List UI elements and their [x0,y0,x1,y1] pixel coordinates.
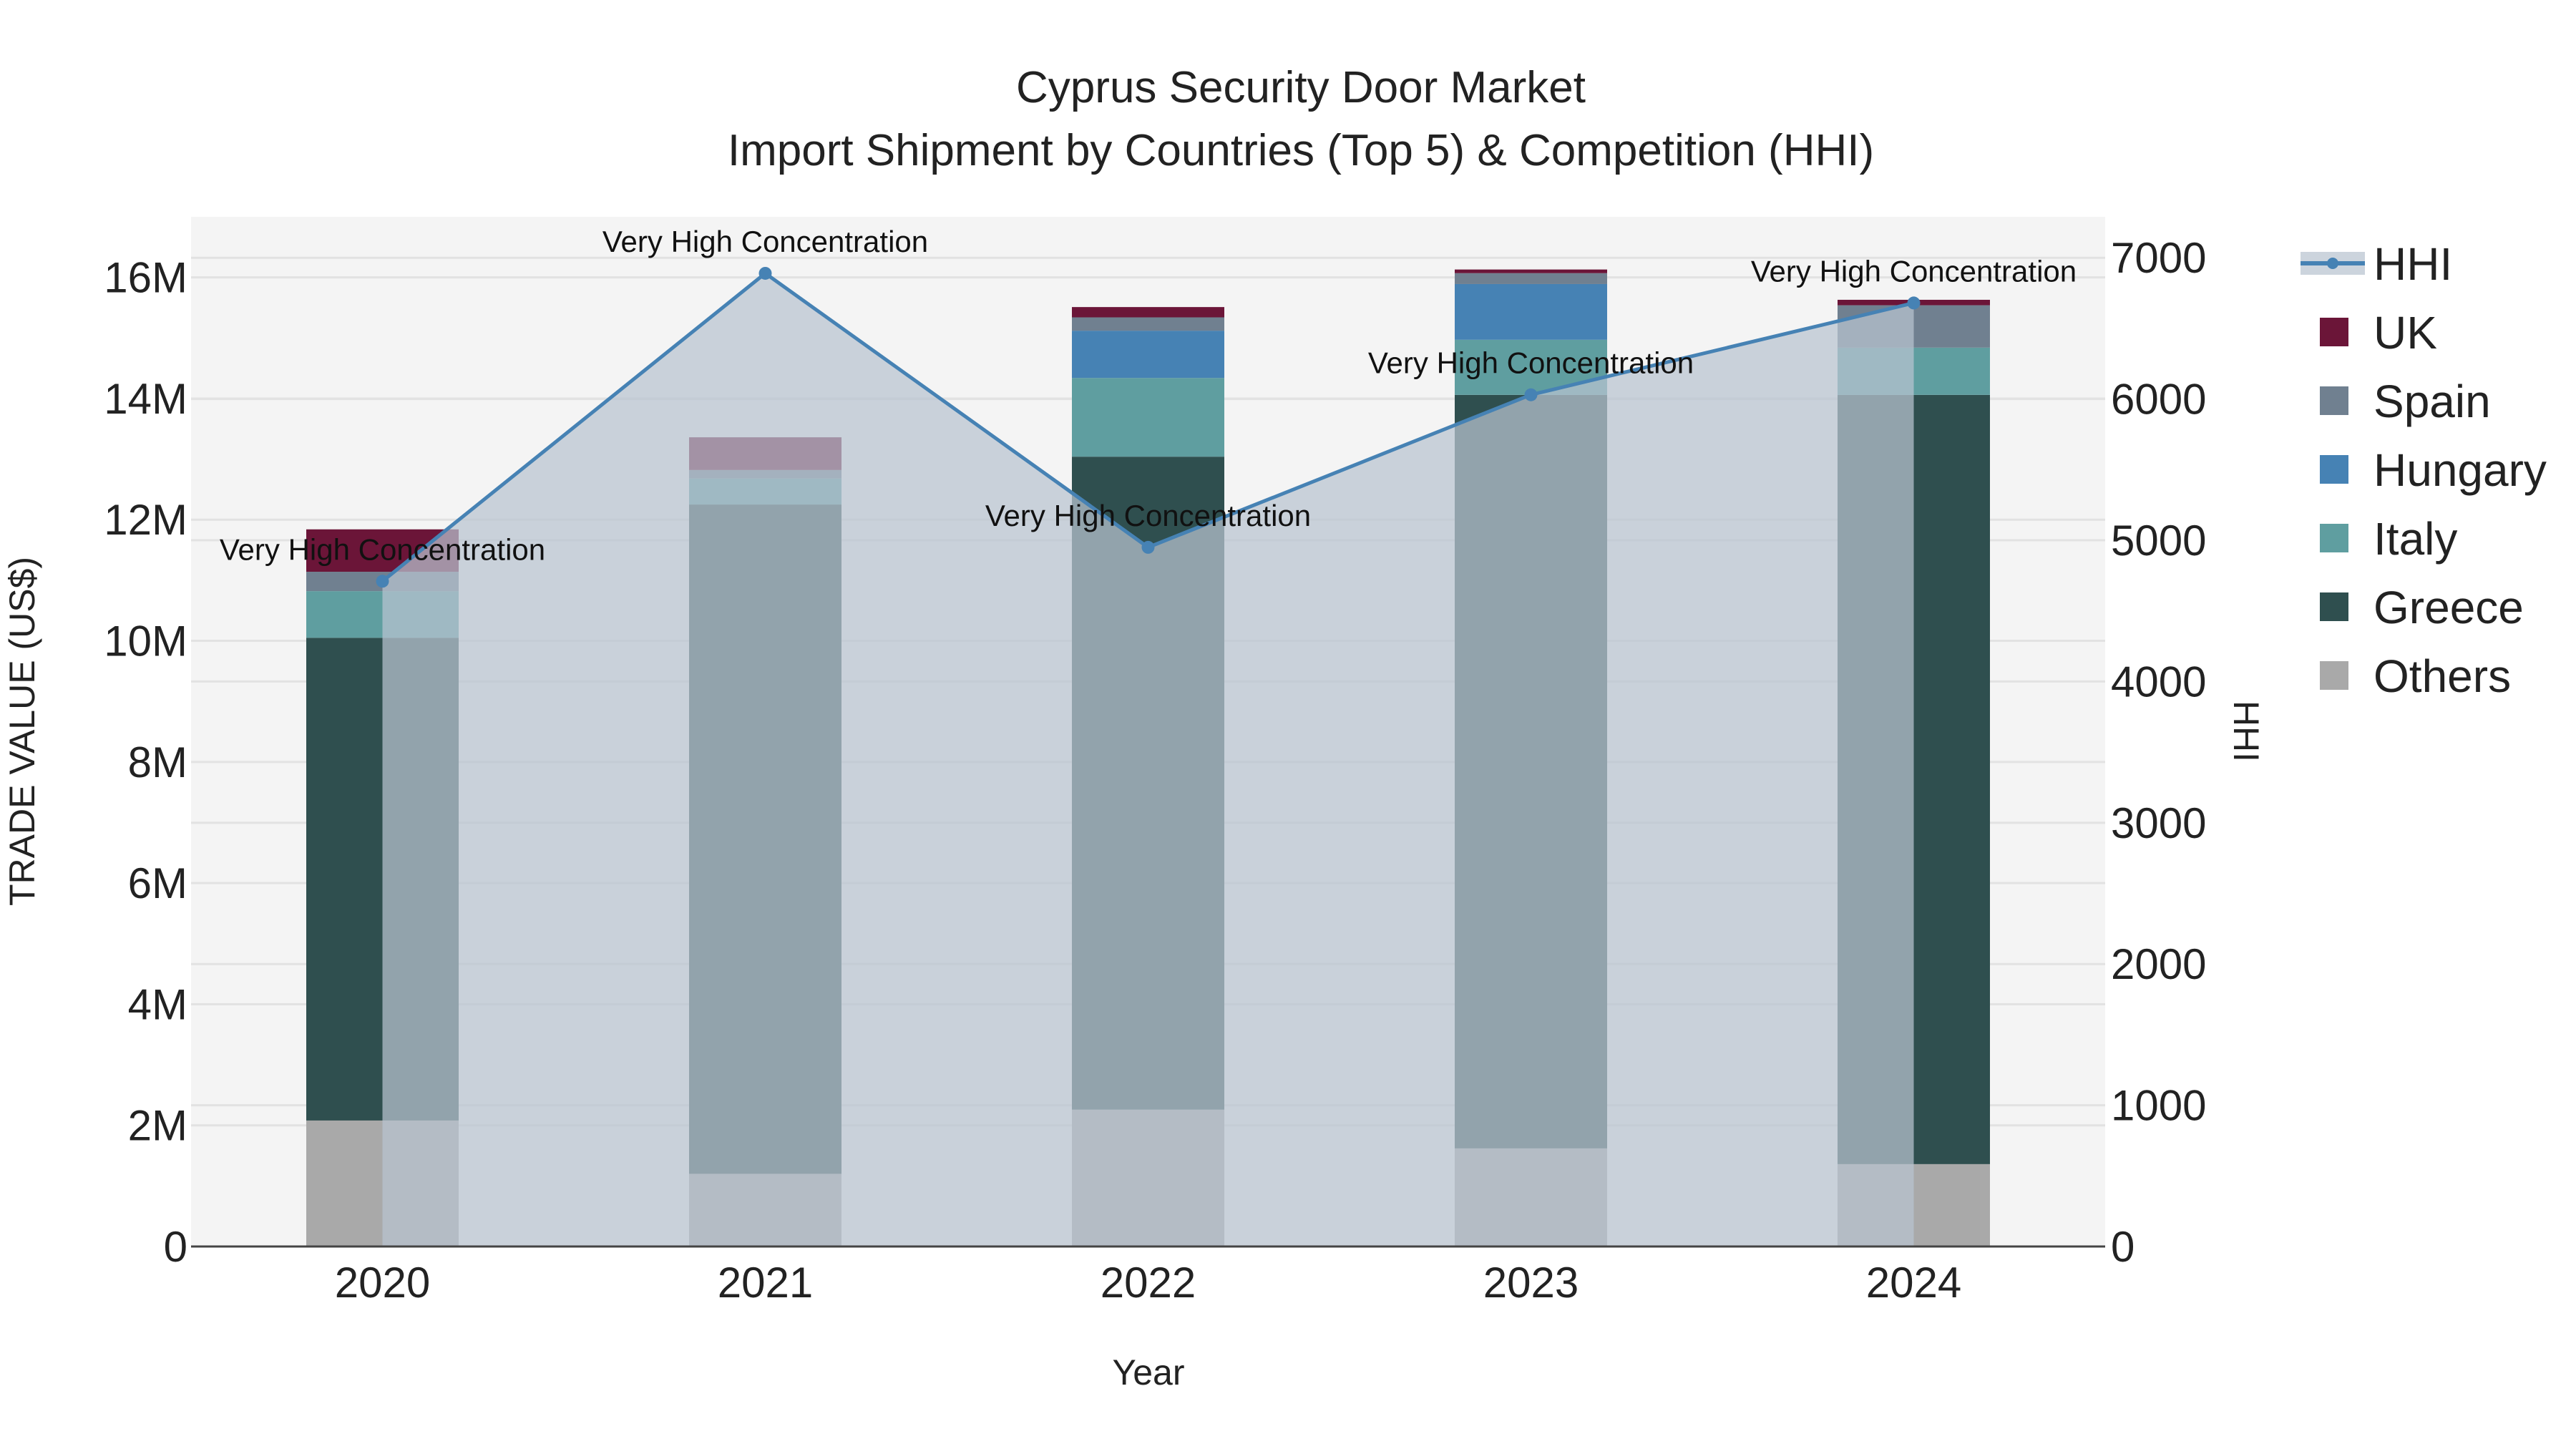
hhi-annotation: Very High Concentration [1751,254,2077,288]
hhi-series: Very High Concentration Very High Concent… [220,225,2077,1246]
legend-label: Italy [2373,513,2457,565]
hhi-annotation: Very High Concentration [985,499,1311,532]
chart-title: Cyprus Security Door Market [1016,63,1586,112]
legend-swatch [2320,455,2348,484]
legend-swatch-hhi-marker [2327,258,2338,269]
y2-tick-label: 6000 [2111,376,2206,424]
legend-item-spain[interactable]: Spain [2320,376,2491,427]
y2-tick-label: 7000 [2111,234,2206,282]
y-axis-title: TRADE VALUE (US$) [2,557,42,906]
y2-tick-label: 0 [2111,1223,2135,1271]
x-tick-label: 2023 [1483,1259,1579,1307]
legend-label: Greece [2373,582,2524,633]
y2-tick-label: 3000 [2111,799,2206,847]
legend-label: HHI [2373,238,2452,290]
legend-swatch [2320,592,2348,621]
bar-hungary-2023 [1455,283,1607,340]
legend-item-uk[interactable]: UK [2320,307,2437,358]
hhi-point-2023 [1524,388,1538,401]
hhi-area [382,273,1914,1246]
legend-item-hungary[interactable]: Hungary [2320,444,2547,496]
x-tick-label: 2022 [1101,1259,1196,1307]
legend-item-others[interactable]: Others [2320,650,2511,702]
hhi-annotation: Very High Concentration [220,532,545,566]
legend-label: Hungary [2373,444,2547,496]
y-tick-label: 4M [128,980,187,1028]
legend-swatch [2320,524,2348,552]
x-tick-label: 2024 [1866,1259,1961,1307]
legend-label: Spain [2373,376,2491,427]
legend: HHI UK Spain Hungary Italy Greece Others [2301,238,2547,702]
x-tick-label: 2021 [718,1259,813,1307]
y-tick-label: 14M [104,375,187,423]
y-tick-label: 12M [104,496,187,544]
legend-swatch [2320,318,2348,346]
chart-subtitle: Import Shipment by Countries (Top 5) & C… [728,126,1874,175]
legend-item-greece[interactable]: Greece [2320,582,2524,633]
hhi-annotation: Very High Concentration [1368,346,1694,380]
hhi-point-2024 [1907,296,1921,310]
legend-label: Others [2373,650,2511,702]
legend-label: UK [2373,307,2437,358]
axes: 0 2M 4M 6M 8M 10M 12M 14M 16M 0 1000 2000 3000 4000 50… [104,234,2206,1307]
x-tick-label: 2020 [335,1259,430,1307]
y-tick-label: 6M [128,859,187,907]
hhi-point-2021 [758,266,772,280]
y-tick-label: 16M [104,254,187,302]
y2-axis-title: HHI [2226,701,2266,762]
legend-item-hhi[interactable]: HHI [2301,238,2452,290]
hhi-point-2022 [1141,540,1155,554]
y2-tick-label: 1000 [2111,1082,2206,1130]
y2-tick-label: 2000 [2111,940,2206,988]
y2-tick-label: 4000 [2111,658,2206,706]
hhi-point-2020 [376,575,389,588]
hhi-annotation: Very High Concentration [602,225,928,258]
bar-spain-2022 [1072,317,1224,331]
y-tick-label: 8M [128,738,187,786]
y-tick-label: 2M [128,1102,187,1150]
bar-italy-2022 [1072,378,1224,457]
bar-hungary-2022 [1072,331,1224,379]
y2-tick-label: 5000 [2111,517,2206,565]
legend-swatch [2320,661,2348,690]
bar-uk-2022 [1072,307,1224,318]
legend-swatch [2320,386,2348,415]
x-axis-title: Year [1112,1352,1184,1392]
y-tick-label: 10M [104,618,187,665]
legend-item-italy[interactable]: Italy [2320,513,2457,565]
y-tick-label: 0 [164,1223,187,1271]
bar-uk-2023 [1455,269,1607,273]
bar-spain-2023 [1455,273,1607,284]
